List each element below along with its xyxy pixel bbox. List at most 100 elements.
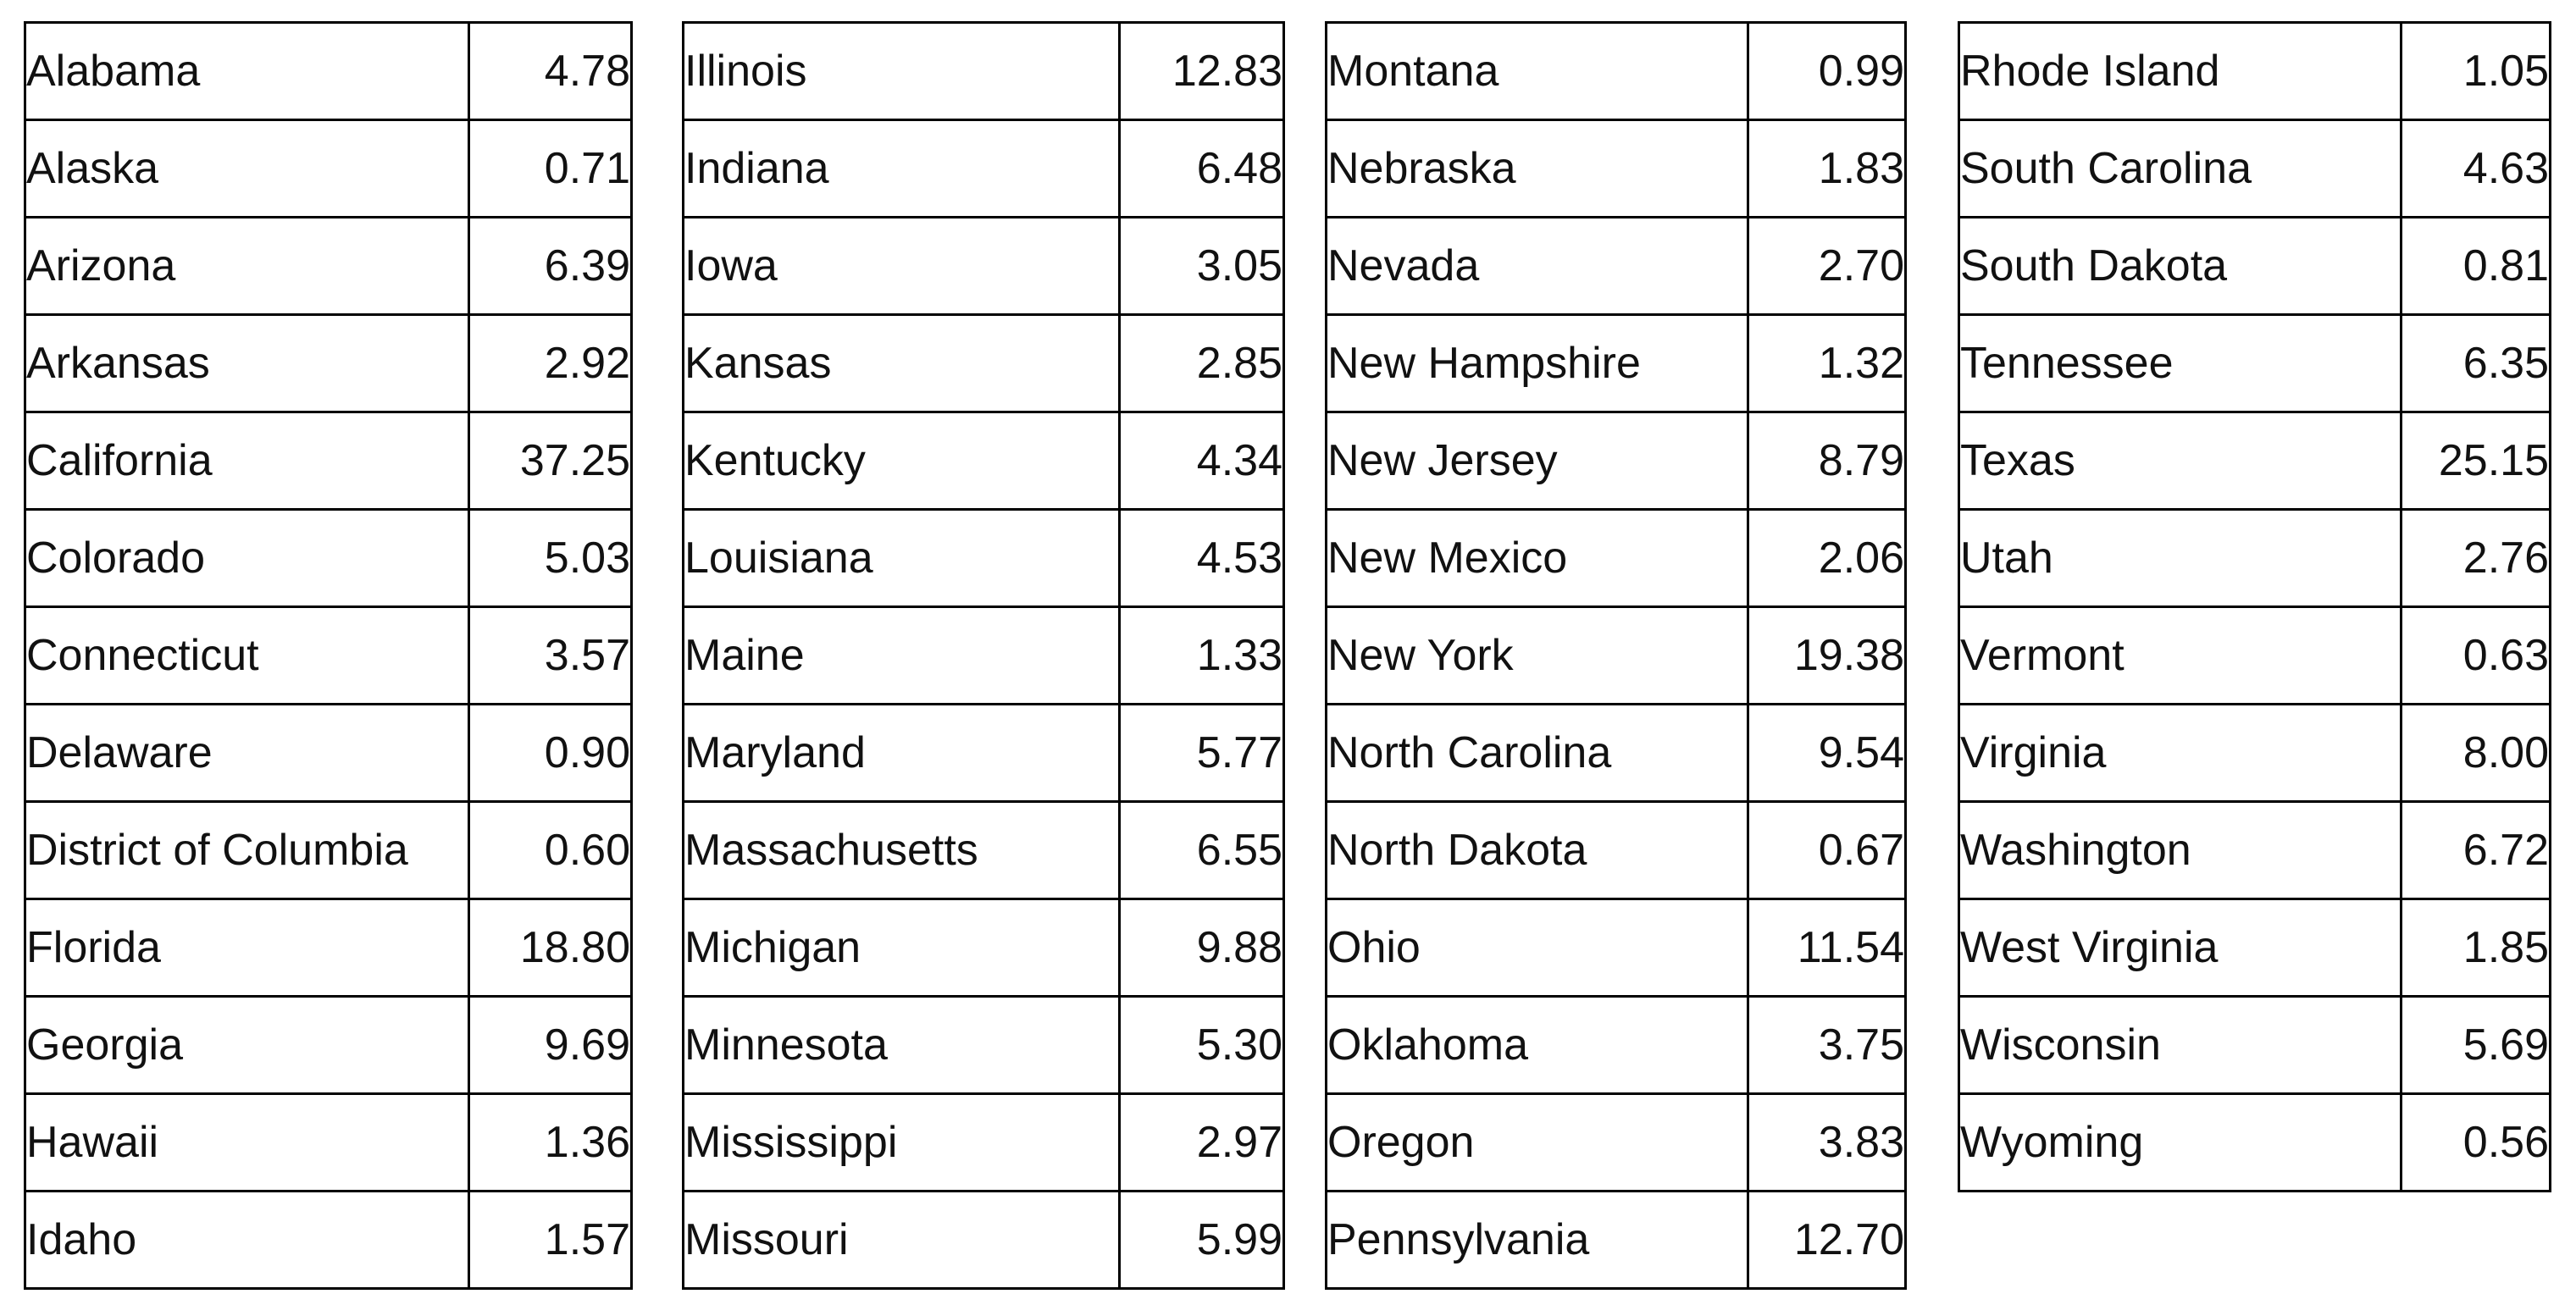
state-value-cell: 8.00 (2400, 703, 2551, 803)
table-row: South Dakota 0.81 (1958, 216, 2551, 316)
state-value-cell: 9.69 (468, 995, 633, 1095)
state-value-cell: 4.53 (1118, 508, 1285, 608)
table-row: Arkansas 2.92 (24, 313, 633, 413)
state-table-3: Montana 0.99 Nebraska 1.83 Nevada 2.70 New Ham… (1325, 21, 1907, 1290)
state-name-cell: District of Columbia (24, 800, 470, 900)
table-row: Indiana 6.48 (682, 119, 1285, 218)
state-name-cell: Vermont (1958, 605, 2402, 705)
state-name-cell: Arizona (24, 216, 470, 316)
state-value-cell: 5.03 (468, 508, 633, 608)
state-value-cell: 1.85 (2400, 898, 2551, 998)
table-row: Virginia 8.00 (1958, 703, 2551, 803)
state-name-cell: West Virginia (1958, 898, 2402, 998)
state-value-cell: 2.70 (1747, 216, 1907, 316)
state-name-cell: Texas (1958, 411, 2402, 511)
table-row: North Dakota 0.67 (1325, 800, 1907, 900)
state-name-cell: Alaska (24, 119, 470, 218)
state-value-cell: 0.56 (2400, 1092, 2551, 1192)
table-row: District of Columbia 0.60 (24, 800, 633, 900)
state-value-cell: 0.63 (2400, 605, 2551, 705)
table-row: Hawaii 1.36 (24, 1092, 633, 1192)
table-row: Maine 1.33 (682, 605, 1285, 705)
state-name-cell: Missouri (682, 1190, 1121, 1290)
table-row: Massachusetts 6.55 (682, 800, 1285, 900)
table-row: Mississippi 2.97 (682, 1092, 1285, 1192)
state-name-cell: Rhode Island (1958, 21, 2402, 121)
table-row: Tennessee 6.35 (1958, 313, 2551, 413)
state-name-cell: New Mexico (1325, 508, 1749, 608)
state-name-cell: Indiana (682, 119, 1121, 218)
state-value-cell: 6.72 (2400, 800, 2551, 900)
table-row: Nevada 2.70 (1325, 216, 1907, 316)
state-value-cell: 3.75 (1747, 995, 1907, 1095)
state-name-cell: Virginia (1958, 703, 2402, 803)
table-row: New Hampshire 1.32 (1325, 313, 1907, 413)
state-name-cell: Wyoming (1958, 1092, 2402, 1192)
state-name-cell: Connecticut (24, 605, 470, 705)
table-row: Vermont 0.63 (1958, 605, 2551, 705)
state-value-cell: 1.05 (2400, 21, 2551, 121)
state-name-cell: South Carolina (1958, 119, 2402, 218)
table-row: Washington 6.72 (1958, 800, 2551, 900)
state-value-cell: 1.83 (1747, 119, 1907, 218)
table-row: Rhode Island 1.05 (1958, 21, 2551, 121)
state-name-cell: Florida (24, 898, 470, 998)
state-value-cell: 0.81 (2400, 216, 2551, 316)
state-value-cell: 0.67 (1747, 800, 1907, 900)
state-name-cell: Mississippi (682, 1092, 1121, 1192)
state-name-cell: Kentucky (682, 411, 1121, 511)
state-name-cell: Nevada (1325, 216, 1749, 316)
state-value-cell: 0.99 (1747, 21, 1907, 121)
table-row: Alabama 4.78 (24, 21, 633, 121)
state-name-cell: Georgia (24, 995, 470, 1095)
state-name-cell: Illinois (682, 21, 1121, 121)
state-name-cell: Hawaii (24, 1092, 470, 1192)
table-row: Minnesota 5.30 (682, 995, 1285, 1095)
state-value-cell: 4.63 (2400, 119, 2551, 218)
table-row: Michigan 9.88 (682, 898, 1285, 998)
table-row: Iowa 3.05 (682, 216, 1285, 316)
state-name-cell: Pennsylvania (1325, 1190, 1749, 1290)
state-value-cell: 11.54 (1747, 898, 1907, 998)
table-row: Louisiana 4.53 (682, 508, 1285, 608)
state-name-cell: Tennessee (1958, 313, 2402, 413)
state-value-cell: 9.54 (1747, 703, 1907, 803)
state-value-cell: 2.97 (1118, 1092, 1285, 1192)
state-name-cell: Colorado (24, 508, 470, 608)
table-row: South Carolina 4.63 (1958, 119, 2551, 218)
state-value-cell: 1.36 (468, 1092, 633, 1192)
state-value-cell: 6.48 (1118, 119, 1285, 218)
state-name-cell: New Jersey (1325, 411, 1749, 511)
state-value-cell: 3.57 (468, 605, 633, 705)
state-value-cell: 5.30 (1118, 995, 1285, 1095)
table-row: Connecticut 3.57 (24, 605, 633, 705)
state-value-cell: 0.90 (468, 703, 633, 803)
table-row: Nebraska 1.83 (1325, 119, 1907, 218)
state-name-cell: Oregon (1325, 1092, 1749, 1192)
state-value-cell: 3.83 (1747, 1092, 1907, 1192)
state-name-cell: Kansas (682, 313, 1121, 413)
table-row: Colorado 5.03 (24, 508, 633, 608)
state-name-cell: Michigan (682, 898, 1121, 998)
table-row: Utah 2.76 (1958, 508, 2551, 608)
table-row: Florida 18.80 (24, 898, 633, 998)
state-name-cell: Minnesota (682, 995, 1121, 1095)
table-row: Ohio 11.54 (1325, 898, 1907, 998)
state-name-cell: Maryland (682, 703, 1121, 803)
state-value-cell: 2.92 (468, 313, 633, 413)
state-value-cell: 1.57 (468, 1190, 633, 1290)
state-name-cell: Oklahoma (1325, 995, 1749, 1095)
state-name-cell: Alabama (24, 21, 470, 121)
state-name-cell: Wisconsin (1958, 995, 2402, 1095)
state-value-cell: 1.32 (1747, 313, 1907, 413)
state-name-cell: Utah (1958, 508, 2402, 608)
table-row: Wyoming 0.56 (1958, 1092, 2551, 1192)
state-name-cell: Ohio (1325, 898, 1749, 998)
state-name-cell: North Dakota (1325, 800, 1749, 900)
state-value-cell: 8.79 (1747, 411, 1907, 511)
table-row: Kansas 2.85 (682, 313, 1285, 413)
state-value-cell: 2.76 (2400, 508, 2551, 608)
table-row: Wisconsin 5.69 (1958, 995, 2551, 1095)
state-name-cell: Massachusetts (682, 800, 1121, 900)
table-row: West Virginia 1.85 (1958, 898, 2551, 998)
